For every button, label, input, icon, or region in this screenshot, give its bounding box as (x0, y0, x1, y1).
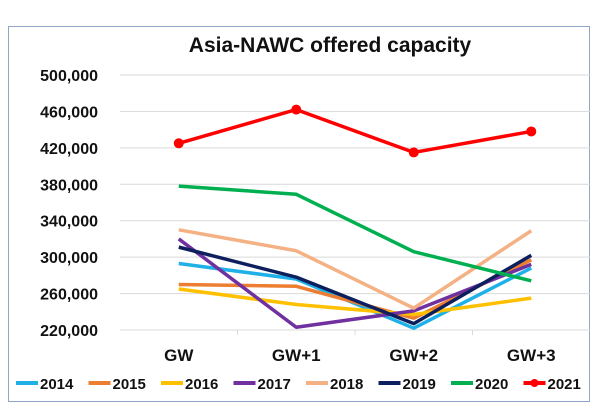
y-tick-label: 340,000 (40, 214, 98, 231)
legend-label: 2016 (185, 376, 218, 393)
legend-label: 2017 (258, 376, 291, 393)
x-tick-label: GW+1 (272, 346, 321, 365)
data-point-2021 (173, 138, 184, 149)
chart-frame (8, 26, 590, 402)
series-line-2017 (177, 237, 532, 330)
x-tick-label: GW+3 (507, 346, 556, 365)
data-point-2021 (408, 147, 419, 158)
y-tick-label: 460,000 (40, 104, 98, 121)
legend-label: 2018 (330, 376, 363, 393)
y-tick-label: 300,000 (40, 250, 98, 267)
series-line-2020 (178, 184, 532, 283)
series-line-2018 (178, 228, 533, 310)
x-tick-label: GW (164, 346, 194, 365)
data-point-2021 (526, 126, 537, 137)
legend-label: 2020 (475, 376, 508, 393)
legend-label: 2019 (403, 376, 436, 393)
y-tick-label: 220,000 (40, 323, 98, 340)
x-tick-label: GW+2 (389, 346, 438, 365)
series-line-2016 (178, 287, 532, 317)
chart-title: Asia-NAWC offered capacity (189, 34, 472, 57)
y-tick-label: 500,000 (40, 68, 98, 85)
legend-label: 2015 (113, 376, 146, 393)
data-point-2021 (291, 104, 302, 115)
series-line-2019 (178, 245, 533, 326)
y-tick-label: 260,000 (40, 287, 98, 304)
series-line-2021 (178, 107, 532, 155)
legend-label: 2014 (40, 376, 74, 393)
legend-marker (530, 379, 539, 387)
y-tick-label: 380,000 (40, 177, 98, 194)
legend-label: 2021 (548, 376, 581, 393)
y-tick-label: 420,000 (40, 141, 98, 158)
